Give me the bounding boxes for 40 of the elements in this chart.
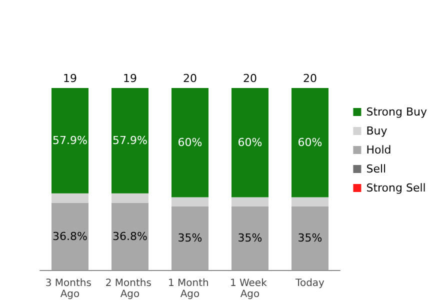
bar xyxy=(52,203,88,270)
data-label: 35% xyxy=(238,232,262,245)
bar xyxy=(292,88,328,198)
bar xyxy=(232,88,268,198)
annotation: 20 xyxy=(183,72,197,85)
bar xyxy=(112,193,148,204)
data-label: 35% xyxy=(298,232,322,245)
x-tick-label: 3 Months Ago xyxy=(45,278,95,300)
legend-label: Sell xyxy=(366,162,386,176)
data-label: 36.8% xyxy=(112,230,148,244)
bar xyxy=(292,206,328,270)
legend-label: Hold xyxy=(366,144,392,156)
annotation: 19 xyxy=(123,72,137,85)
x-tick-label: 1 Week Ago xyxy=(230,278,270,300)
data-label: 60% xyxy=(178,136,202,150)
bar xyxy=(52,193,88,204)
bar xyxy=(172,206,208,270)
bar xyxy=(112,203,148,270)
bar xyxy=(292,197,328,206)
legend-label: Strong Buy xyxy=(366,106,428,118)
legend-label: Buy xyxy=(366,124,388,138)
data-label: 57.9% xyxy=(112,134,148,148)
legend-label: Strong Sell xyxy=(366,182,426,194)
data-label: 60% xyxy=(298,136,322,150)
bar xyxy=(172,88,208,198)
x-tick-label: Today xyxy=(294,278,325,289)
x-tick-label: 2 Months Ago xyxy=(105,278,155,300)
annotation: 20 xyxy=(243,72,257,85)
data-label: 35% xyxy=(178,232,202,245)
data-label: 60% xyxy=(238,136,262,150)
x-tick-label: 1 Month Ago xyxy=(168,278,212,300)
bar xyxy=(112,88,148,194)
bar xyxy=(172,197,208,206)
data-label: 57.9% xyxy=(52,134,88,148)
annotation: 19 xyxy=(63,72,77,85)
bar xyxy=(232,206,268,270)
annotation: 20 xyxy=(303,72,317,85)
bar xyxy=(232,197,268,206)
bar xyxy=(52,88,88,194)
data-label: 36.8% xyxy=(52,230,88,244)
